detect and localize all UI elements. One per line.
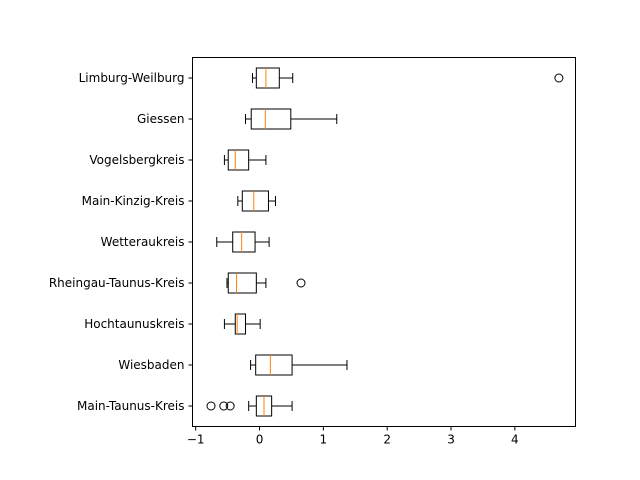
x-tick-label: 2 (383, 433, 391, 447)
y-tick-label: Vogelsbergkreis (89, 153, 184, 167)
x-tick-label: 4 (511, 433, 519, 447)
y-tick-label: Wiesbaden (118, 358, 184, 372)
x-tick-label: 1 (320, 433, 328, 447)
y-tick-label: Main-Taunus-Kreis (77, 399, 184, 413)
y-tick-label: Main-Kinzig-Kreis (82, 194, 185, 208)
y-tick-label: Wetteraukreis (101, 235, 185, 249)
x-tick-label: 3 (447, 433, 455, 447)
y-tick-label: Rheingau-Taunus-Kreis (49, 276, 185, 290)
x-tick-label: 0 (256, 433, 264, 447)
x-tick-label: −1 (187, 433, 205, 447)
y-tick-label: Hochtaunuskreis (84, 317, 184, 331)
y-tick-label: Giessen (137, 112, 185, 126)
y-tick-label: Limburg-Weilburg (79, 71, 185, 85)
